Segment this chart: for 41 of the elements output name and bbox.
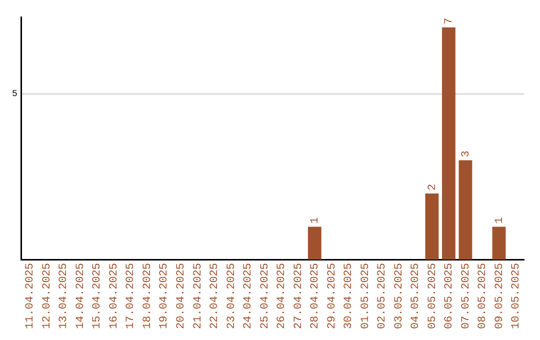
- y-tick-label: 5: [12, 89, 18, 100]
- x-tick-label: 01.05.2025: [360, 262, 372, 330]
- x-tick-label: 17.04.2025: [125, 262, 138, 330]
- data-label: 7: [444, 18, 456, 24]
- x-tick-label: 02.05.2025: [376, 262, 389, 330]
- x-tick-label: 29.04.2025: [326, 262, 338, 330]
- x-tick-label: 16.04.2025: [108, 262, 120, 330]
- x-tick-label: 06.05.2025: [444, 262, 456, 330]
- x-tick-label: 04.05.2025: [410, 262, 422, 330]
- x-tick-label: 19.04.2025: [158, 262, 171, 330]
- bar: [458, 160, 472, 260]
- data-label: 1: [310, 216, 322, 224]
- x-tick-label: 14.04.2025: [74, 262, 87, 330]
- bar: [425, 194, 439, 260]
- bar: [442, 27, 456, 260]
- data-label: 1: [494, 216, 506, 224]
- x-tick-label: 21.04.2025: [192, 262, 204, 330]
- x-tick-label: 13.04.2025: [58, 262, 70, 330]
- x-tick-label: 23.04.2025: [226, 262, 238, 330]
- data-label: 2: [426, 184, 439, 191]
- x-tick-label: 18.04.2025: [142, 262, 154, 330]
- x-tick-label: 20.04.2025: [176, 262, 188, 330]
- x-tick-label: 10.05.2025: [510, 262, 523, 330]
- x-tick-label: 12.04.2025: [41, 262, 54, 330]
- x-tick-label: 25.04.2025: [259, 262, 272, 330]
- x-tick-label: 30.04.2025: [343, 262, 356, 330]
- x-tick-label: 24.04.2025: [242, 262, 255, 330]
- x-tick-label: 05.05.2025: [426, 262, 439, 330]
- data-label: 3: [460, 150, 472, 158]
- x-tick-label: 08.05.2025: [477, 262, 490, 330]
- bar: [308, 226, 322, 260]
- x-tick-label: 28.04.2025: [310, 262, 322, 330]
- bar: [492, 226, 506, 260]
- x-tick-label: 03.05.2025: [393, 262, 406, 330]
- x-tick-label: 22.04.2025: [209, 262, 222, 330]
- x-tick-label: 15.04.2025: [92, 262, 104, 330]
- x-tick-label: 27.04.2025: [292, 262, 305, 330]
- x-tick-label: 07.05.2025: [460, 262, 472, 330]
- x-tick-label: 11.04.2025: [24, 262, 37, 330]
- x-tick-label: 09.05.2025: [494, 262, 506, 330]
- x-tick-label: 26.04.2025: [276, 262, 288, 330]
